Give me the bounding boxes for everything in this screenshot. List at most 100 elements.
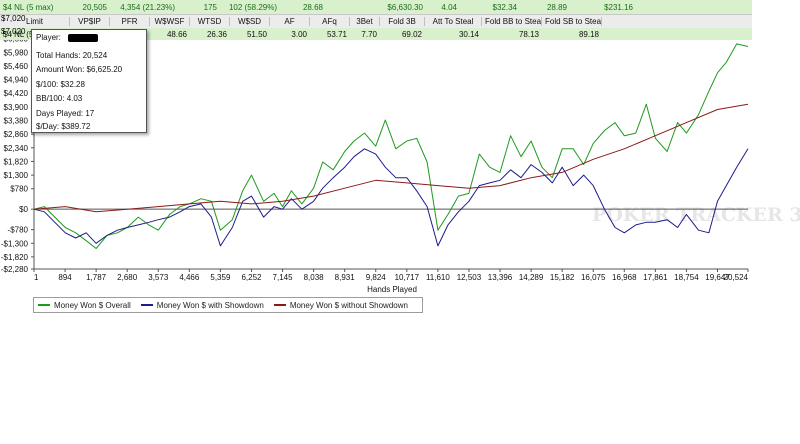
header-cell-3[interactable]: W$WSF [150,17,190,26]
summary-row[interactable]: $4 NL (5 max) 20,505 4,354 (21.23%) 175 102 … [0,0,752,14]
legend-swatch [140,304,153,306]
summary-cell-3: 175 [203,2,217,12]
legend-item-3: Money Won $ without Showdown [273,300,408,310]
series-lines [33,43,749,249]
x-tick-label: 5,359 [210,273,231,282]
y-tick-label: $2,340 [4,144,29,153]
header-cell-7[interactable]: AFq [310,17,350,26]
header-cell-8[interactable]: 3Bet [350,17,380,26]
dollars-per-100: $/100: $32.28 [36,80,85,89]
dollars-per-day: $/Day: $389.72 [36,122,91,131]
y-top-label: $7,020 [1,27,26,36]
header-cell-6[interactable]: AF [270,17,310,26]
summary-cell-7: 4.04 [441,2,457,12]
player-stats-box: Player: Total Hands: 20,524 Amount Won: … [31,29,147,133]
series-line-2 [33,148,749,247]
header-cell-5[interactable]: W$SD [230,17,270,26]
header-cell-12[interactable]: Fold SB to Steal [542,17,602,26]
y-tick-label: $1,820 [4,157,29,166]
summary-cell-5: 28.68 [302,2,323,12]
legend-label: Money Won $ with Showdown [156,300,264,310]
y-tick-label: $0 [19,205,28,214]
legend-label: Money Won $ without Showdown [289,300,408,310]
data-cell-3: 48.66 [166,29,187,39]
data-cell-4: 26.36 [206,29,227,39]
y-tick-label: -$1,820 [1,253,29,262]
y-tick-label: $3,900 [4,103,29,112]
y-tick-label: $2,860 [4,130,29,139]
data-cell-12: 89.18 [578,29,599,39]
stats-table-data-row[interactable]: $4 NL (5 max)21.9118.3048.6626.3651.503.… [0,28,752,40]
summary-cell-2: 4,354 (21.23%) [120,2,175,12]
header-cell-0[interactable]: Limit [0,17,70,26]
y-tick-label: $1,300 [4,171,29,180]
total-hands: Total Hands: 20,524 [36,51,108,60]
x-tick-label: 8,931 [335,273,356,282]
player-label: Player: [36,33,61,42]
data-cell-9: 69.02 [401,29,422,39]
x-tick-label: 9,824 [366,273,387,282]
redacted-player-name [68,34,98,42]
data-cell-0: $4 NL (5 max) [3,29,54,39]
x-axis-label: Hands Played [367,285,417,294]
x-tick-label: 2,680 [117,273,138,282]
x-tick-label: 18,754 [674,273,699,282]
x-tick-label: 6,252 [241,273,262,282]
y-tick-label: $4,940 [4,76,29,85]
header-cell-9[interactable]: Fold 3B [380,17,425,26]
data-cell-8: 7.70 [361,29,377,39]
y-axis-top-labels: $7,020 $7,020 [0,14,33,40]
x-tick-label: 15,182 [550,273,575,282]
x-tick-label: 12,503 [457,273,482,282]
x-tick-label: 11,610 [426,273,450,282]
summary-cell-8: $32.34 [492,2,517,12]
amount-won: Amount Won: $6,625.20 [36,65,123,74]
summary-cell-1: 20,505 [82,2,107,12]
header-cell-11[interactable]: Fold BB to Steal [482,17,542,26]
data-cell-10: 30.14 [458,29,479,39]
header-cell-10[interactable]: Att To Steal [425,17,482,26]
y-tick-label: -$1,300 [1,239,29,248]
series-line-3 [33,103,749,213]
header-cell-2[interactable]: PFR [110,17,150,26]
y-tick-label: $5,460 [4,62,29,71]
days-played: Days Played: 17 [36,109,95,118]
x-tick-label: 7,145 [273,273,294,282]
pokertracker-watermark: POKER TRACKER 3 [592,204,800,226]
legend-swatch [38,304,50,306]
y-tick-label: $5,980 [4,48,29,57]
x-tick-label: 4,466 [179,273,200,282]
data-cell-6: 3.00 [291,29,307,39]
x-tick-label: 1 [34,273,39,282]
x-tick-label: 894 [58,273,72,282]
watermark-text: POKER TRACKER 3 [592,204,800,226]
summary-cell-6: $6,630.30 [387,2,423,12]
x-tick-label: 19,647 [705,273,730,282]
y-tick-label: -$2,280 [1,265,29,274]
y-tick-label: -$780 [8,226,29,235]
x-tick-label: 13,396 [488,273,513,282]
stats-table-header: Limit VP$IP PFR W$WSF WTSD W$SD AF AFq 3Bet Fold … [0,14,752,29]
x-tick-label: 17,861 [643,273,668,282]
y-tick-label: $3,380 [4,117,29,126]
summary-cell-4: 102 (58.29%) [228,2,277,12]
x-tick-label: 16,968 [612,273,637,282]
data-cell-7: 53.71 [326,29,347,39]
y-top-label: $7,020 [1,14,26,23]
legend-item-1: Money Won $ Overall [38,301,131,310]
x-tick-label: 14,289 [519,273,544,282]
summary-cell-9: 28.89 [546,2,567,12]
header-cell-4[interactable]: WTSD [190,17,230,26]
header-cell-1[interactable]: VP$IP [70,17,110,26]
x-tick-label: 3,573 [148,273,169,282]
x-tick-label: 1,787 [86,273,107,282]
legend-label: Money Won $ Overall [54,300,131,310]
x-tick-label: 20,524 [724,273,749,282]
y-tick-label: $780 [10,185,28,194]
summary-cell-10: $231.16 [604,2,633,12]
series-line-1 [33,43,749,249]
chart-legend: Money Won $ Overall Money Won $ with Show… [33,297,423,313]
y-axis-ticks: $7,020$6,500$5,980$5,460$4,940$4,420$3,9… [1,21,34,274]
legend-swatch [273,304,286,306]
